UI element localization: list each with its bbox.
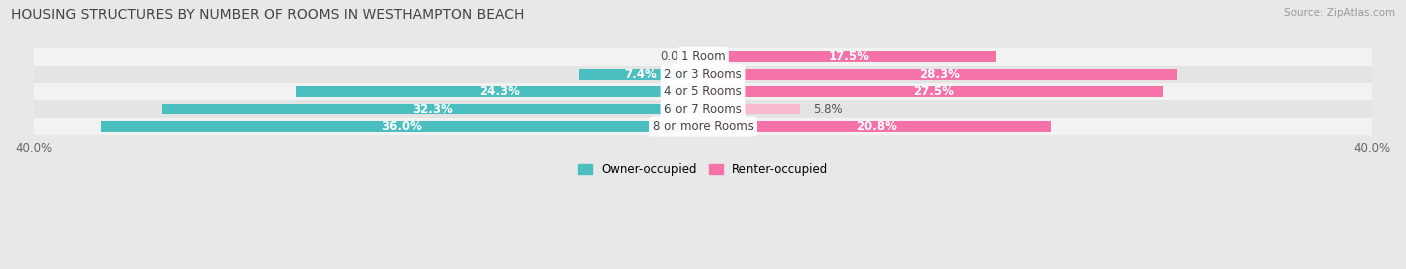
Bar [34,83,1372,100]
Text: 6 or 7 Rooms: 6 or 7 Rooms [664,102,742,116]
Legend: Owner-occupied, Renter-occupied: Owner-occupied, Renter-occupied [578,163,828,176]
Text: 1 Room: 1 Room [681,50,725,63]
Bar [703,69,1177,80]
Bar [703,86,1163,97]
Bar [100,121,703,132]
Bar [703,104,800,115]
Text: 32.3%: 32.3% [412,102,453,116]
Text: 36.0%: 36.0% [381,120,422,133]
Text: 5.8%: 5.8% [814,102,844,116]
Text: 4 or 5 Rooms: 4 or 5 Rooms [664,85,742,98]
Bar [703,121,1052,132]
Text: 20.8%: 20.8% [856,120,897,133]
Text: 8 or more Rooms: 8 or more Rooms [652,120,754,133]
Text: HOUSING STRUCTURES BY NUMBER OF ROOMS IN WESTHAMPTON BEACH: HOUSING STRUCTURES BY NUMBER OF ROOMS IN… [11,8,524,22]
Text: 0.0%: 0.0% [659,50,689,63]
Text: 28.3%: 28.3% [920,68,960,81]
Bar [34,118,1372,135]
Bar [34,48,1372,66]
Bar [703,51,995,62]
Bar [34,100,1372,118]
Text: 17.5%: 17.5% [830,50,870,63]
Text: 7.4%: 7.4% [624,68,658,81]
Text: 24.3%: 24.3% [479,85,520,98]
Text: 2 or 3 Rooms: 2 or 3 Rooms [664,68,742,81]
Bar [297,86,703,97]
Bar [34,66,1372,83]
Text: 27.5%: 27.5% [912,85,953,98]
Bar [579,69,703,80]
Text: Source: ZipAtlas.com: Source: ZipAtlas.com [1284,8,1395,18]
Bar [163,104,703,115]
